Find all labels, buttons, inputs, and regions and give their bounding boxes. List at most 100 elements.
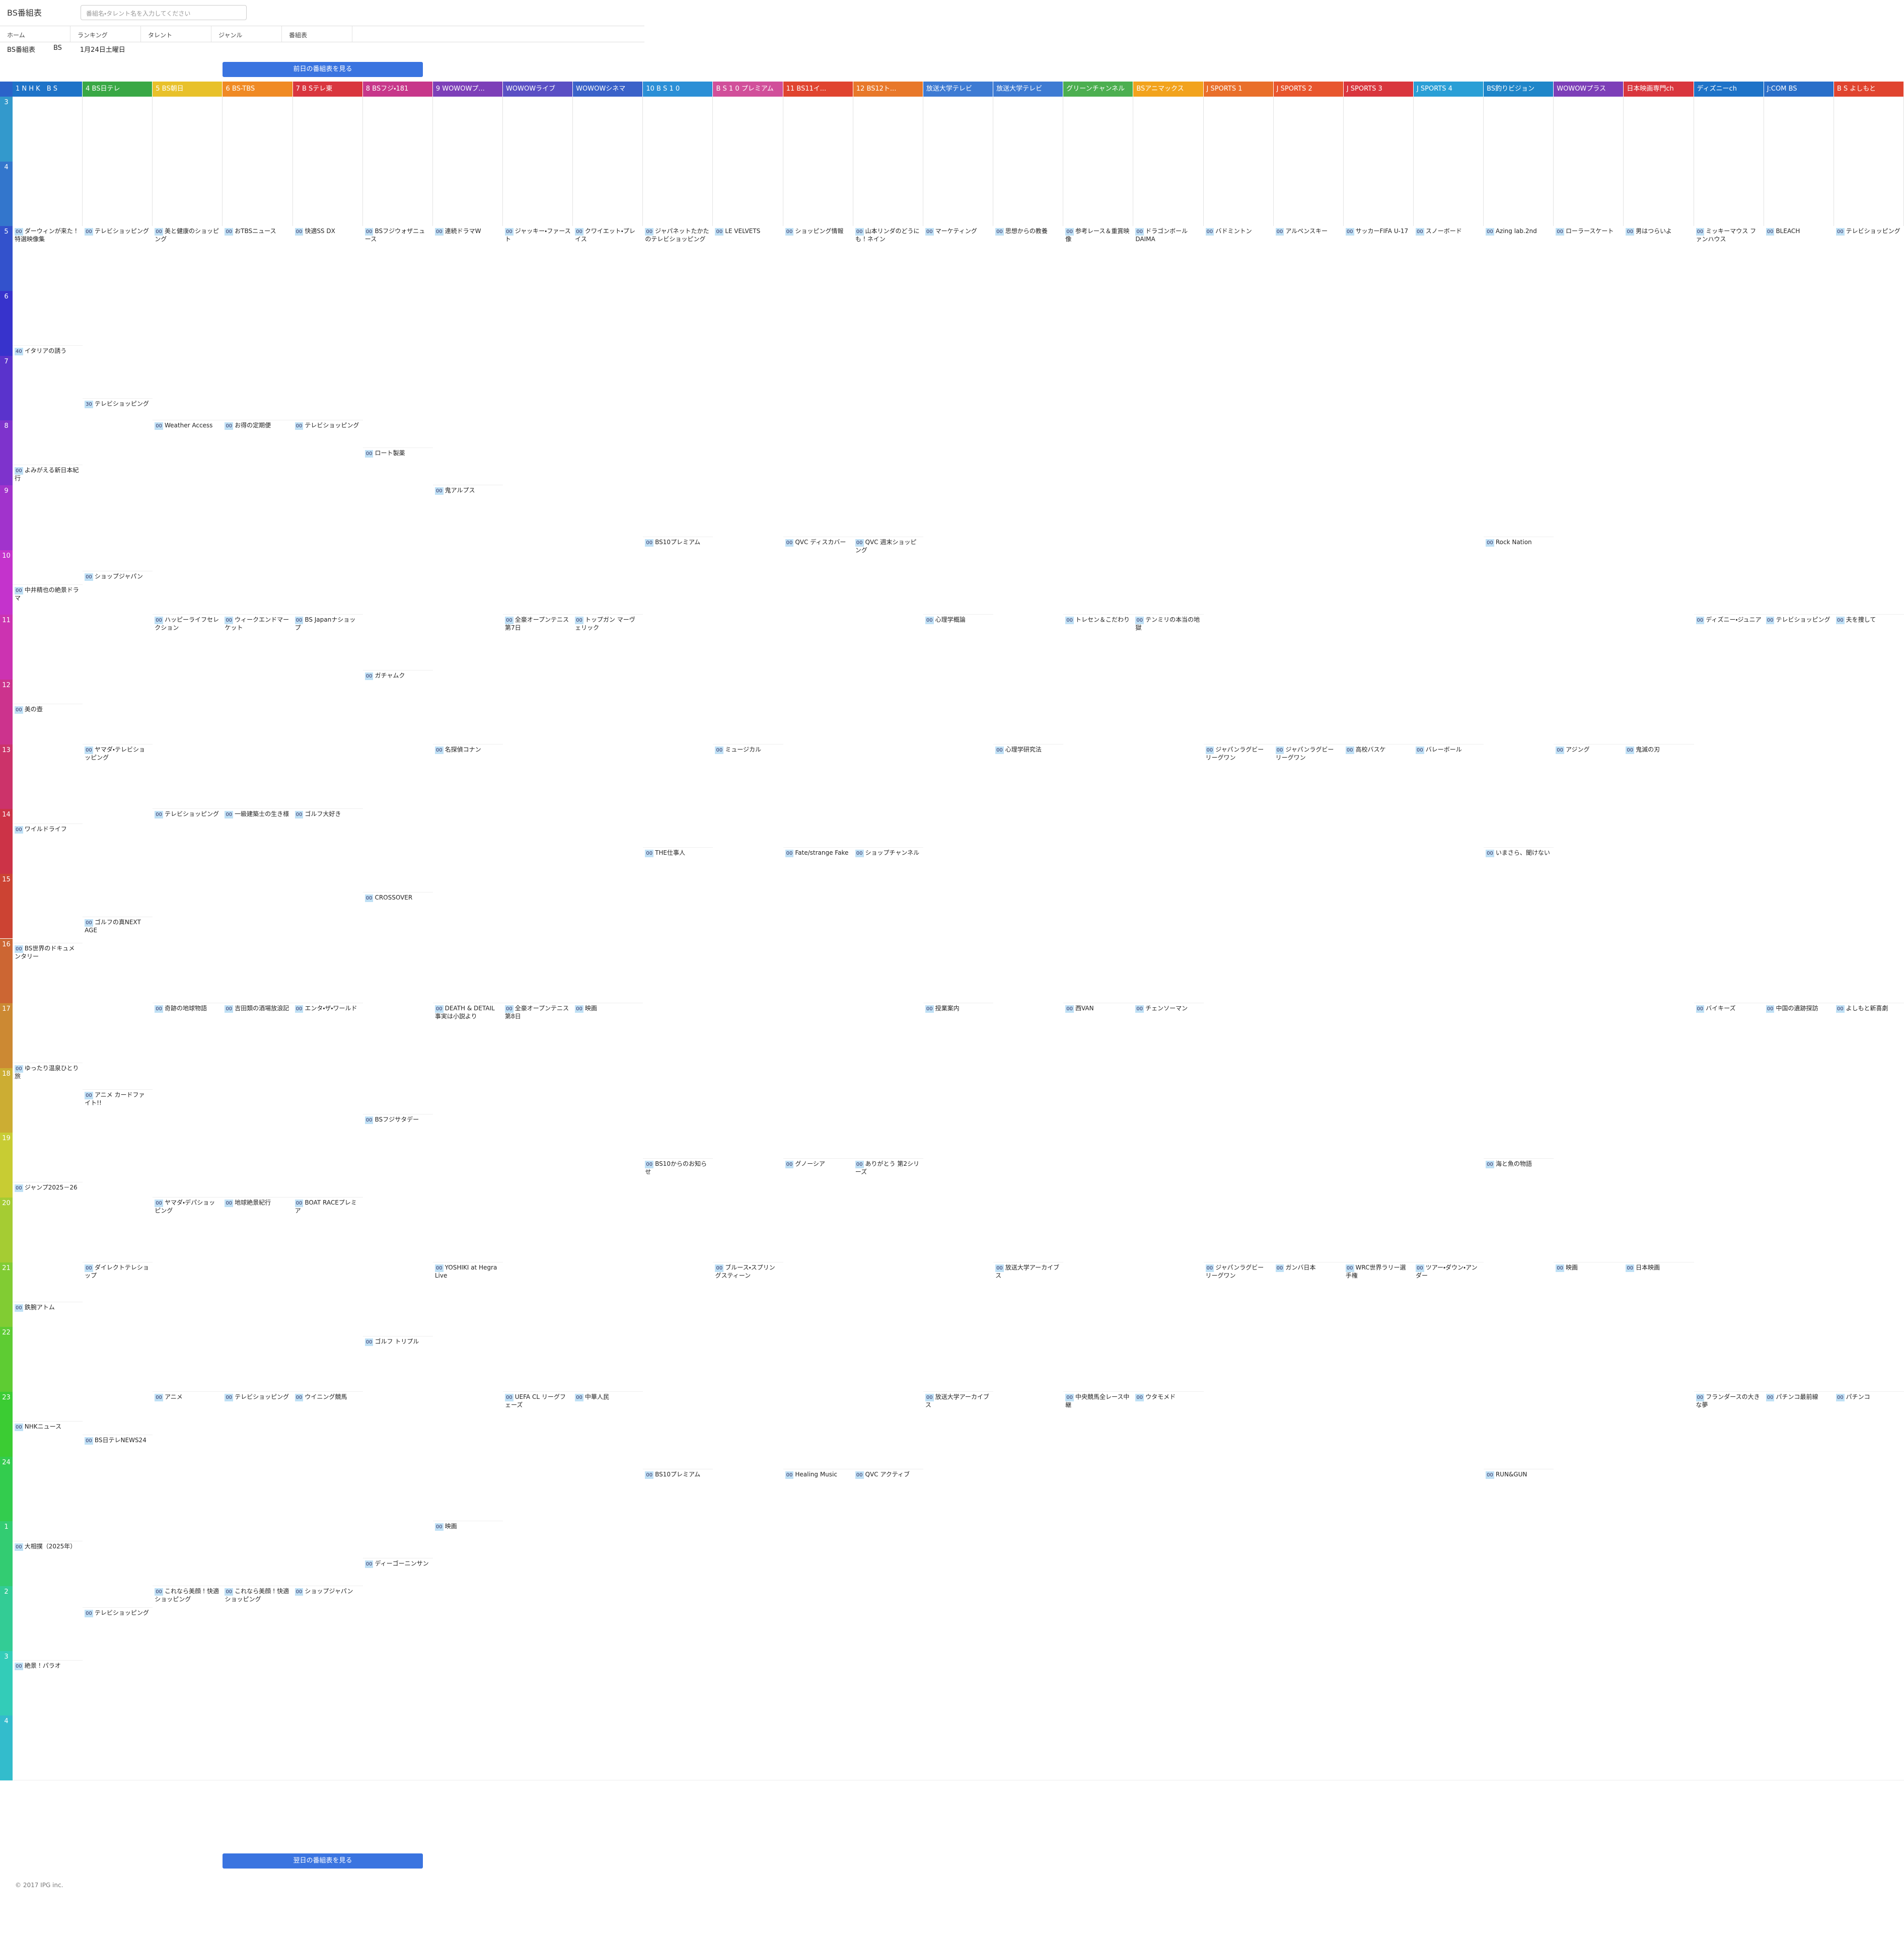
program[interactable]: 00 ミュージカル bbox=[713, 744, 783, 1262]
program[interactable]: 00 UEFA CL リーグフェーズ bbox=[503, 1392, 573, 1780]
program[interactable]: 00 Rock Nation bbox=[1484, 537, 1554, 848]
program[interactable]: 00 ショップジャパン bbox=[292, 1586, 363, 1780]
channel-name[interactable]: WOWOWシネマ bbox=[573, 82, 643, 97]
program[interactable]: 00 ディズニー・ジュニア bbox=[1694, 615, 1764, 1004]
channel-name[interactable]: 6 BS-TBS bbox=[223, 82, 293, 97]
program[interactable]: 00 ジャンプ2025－26 bbox=[13, 1182, 83, 1302]
program[interactable]: 00 BOAT RACEプレミア bbox=[292, 1198, 363, 1392]
program[interactable]: 00 ゆったり温泉ひとり旅 bbox=[13, 1063, 83, 1183]
program[interactable]: 00 男はつらいよ bbox=[1624, 226, 1694, 744]
nav-item[interactable]: ランキング bbox=[70, 26, 141, 42]
program[interactable]: 00 中華人民 bbox=[573, 1392, 643, 1780]
channel-name[interactable]: J:COM BS bbox=[1764, 82, 1834, 97]
program[interactable]: 00 トップガン マーヴェリック bbox=[573, 615, 643, 1004]
program[interactable]: 00 ジャパネットたかたのテレビショッピング bbox=[643, 226, 713, 537]
program[interactable]: 00 地球絶景紀行 bbox=[223, 1198, 293, 1392]
program[interactable]: 00 山本リンダのどうにも！ネイン bbox=[853, 226, 923, 537]
program[interactable]: 00 美の壺 bbox=[13, 704, 83, 824]
program[interactable]: 00 映画 bbox=[1554, 1262, 1624, 1780]
selector[interactable]: BS番組表 bbox=[7, 46, 35, 54]
program[interactable]: 00 鬼滅の刃 bbox=[1624, 744, 1694, 1262]
channel-name[interactable]: ディズニーch bbox=[1694, 82, 1764, 97]
program[interactable]: 00 いまさら、聞けない bbox=[1484, 848, 1554, 1159]
nav-item[interactable]: ジャンル bbox=[211, 26, 282, 42]
program[interactable]: 00 アニメ bbox=[153, 1392, 223, 1587]
program[interactable]: 00 トレセン＆こだわり bbox=[1063, 615, 1134, 1004]
program[interactable]: 00 YOSHIKI at Hegra Live bbox=[432, 1262, 503, 1522]
program[interactable]: 00 フランダースの大きな夢 bbox=[1694, 1392, 1764, 1780]
program[interactable]: 00 Azing lab.2nd bbox=[1484, 226, 1554, 537]
program[interactable]: 00 おTBSニュース bbox=[223, 226, 293, 421]
program[interactable]: 00 ショッピング情報 bbox=[783, 226, 853, 537]
program[interactable]: 00 鉄腕アトム bbox=[13, 1302, 83, 1422]
program[interactable]: 00 奇跡の地球物語 bbox=[153, 1003, 223, 1198]
program[interactable]: 00 サッカーFIFA U-17 bbox=[1343, 226, 1414, 744]
program[interactable]: 00 マーケティング bbox=[923, 226, 994, 615]
program[interactable]: 00 バドミントン bbox=[1203, 226, 1274, 744]
channel-name[interactable]: 1 N H K B S bbox=[13, 82, 83, 97]
program[interactable]: 00 クワイエット・プレイス bbox=[573, 226, 643, 615]
channel-name[interactable]: 日本映画専門ch bbox=[1624, 82, 1694, 97]
program[interactable]: 00 BS Japanナショップ bbox=[292, 615, 363, 809]
program[interactable]: 00 Weather Access bbox=[153, 420, 223, 615]
program[interactable]: 00 ゴルフ トリプル bbox=[362, 1336, 433, 1558]
program[interactable]: 00 よしもと新喜劇 bbox=[1834, 1003, 1904, 1392]
program[interactable]: 00 ドラゴンボール DAIMA bbox=[1133, 226, 1204, 615]
program[interactable]: 00 よみがえる新日本紀行 bbox=[13, 465, 83, 585]
program[interactable]: 00 テレビショッピング bbox=[83, 226, 153, 399]
channel-name[interactable]: WOWOWライブ bbox=[503, 82, 573, 97]
program[interactable]: 00 アジング bbox=[1554, 744, 1624, 1262]
program[interactable]: 00 中井精也の絶景ドラマ bbox=[13, 584, 83, 705]
channel-name[interactable]: 9 WOWOWプ... bbox=[432, 82, 503, 97]
program[interactable]: 00 テンミリの本当の地獄 bbox=[1133, 615, 1204, 1004]
program[interactable]: 00 ガンバ日本 bbox=[1273, 1262, 1344, 1780]
program[interactable]: 00 中国の遺跡探訪 bbox=[1764, 1003, 1834, 1392]
program[interactable]: 00 チェンソーマン bbox=[1133, 1003, 1204, 1392]
channel-name[interactable]: J SPORTS 4 bbox=[1413, 82, 1484, 97]
program[interactable]: 00 CROSSOVER bbox=[362, 892, 433, 1114]
program[interactable]: 00 ウィークエンドマーケット bbox=[223, 615, 293, 809]
program[interactable]: 00 BS10からのお知らせ bbox=[643, 1158, 713, 1470]
channel-name[interactable]: BS釣りビジョン bbox=[1484, 82, 1554, 97]
program[interactable]: 00 吉田類の酒場放浪記 bbox=[223, 1003, 293, 1198]
program[interactable]: 00 海と魚の物語 bbox=[1484, 1158, 1554, 1470]
program[interactable]: 00 テレビショッピング bbox=[292, 420, 363, 615]
channel-name[interactable]: B S よしもと bbox=[1834, 82, 1904, 97]
program[interactable]: 00 ゴルフの真NEXT AGE bbox=[83, 917, 153, 1090]
program[interactable]: 00 お得の定期便 bbox=[223, 420, 293, 615]
program[interactable]: 00 これなら美顔！快適ショッピング bbox=[153, 1586, 223, 1780]
program[interactable]: 00 ショップジャパン bbox=[83, 571, 153, 744]
program[interactable]: 00 ワイルドライフ bbox=[13, 824, 83, 944]
program[interactable]: 00 大相撲（2025年） bbox=[13, 1541, 83, 1661]
program[interactable]: 00 ローラースケート bbox=[1554, 226, 1624, 744]
program[interactable]: 00 ウイニング競馬 bbox=[292, 1392, 363, 1587]
program[interactable]: 00 心理学概論 bbox=[923, 615, 994, 1004]
program[interactable]: 00 映画 bbox=[432, 1521, 503, 1780]
search-box[interactable]: 番組名・タレント名を入力してください bbox=[81, 5, 247, 20]
program[interactable]: 00 西VAN bbox=[1063, 1003, 1134, 1392]
program[interactable]: 00 BS日テレNEWS24 bbox=[83, 1435, 153, 1608]
program[interactable]: 00 ガチャムク bbox=[362, 670, 433, 892]
program[interactable]: 30 テレビショッピング bbox=[83, 399, 153, 572]
program[interactable]: 00 ミッキーマウス ファンハウス bbox=[1694, 226, 1764, 615]
program[interactable]: 00 ウタモメド bbox=[1133, 1392, 1204, 1780]
program[interactable]: 00 アニメ カードファイト!! bbox=[83, 1089, 153, 1262]
program[interactable]: 40 イタリアの誘う bbox=[13, 345, 83, 466]
program[interactable]: 00 スノーボード bbox=[1413, 226, 1484, 744]
program[interactable]: 00 ダーウィンが来た！特選映像集 bbox=[13, 226, 83, 346]
program[interactable]: 00 Healing Music bbox=[783, 1469, 853, 1780]
program[interactable]: 00 テレビショッピング bbox=[153, 809, 223, 1004]
program[interactable]: 00 アルペンスキー bbox=[1273, 226, 1344, 744]
program[interactable]: 00 日本映画 bbox=[1624, 1262, 1694, 1780]
program[interactable]: 00 高校バスケ bbox=[1343, 744, 1414, 1262]
channel-name[interactable]: 放送大学テレビ bbox=[923, 82, 994, 97]
channel-name[interactable]: BSアニマックス bbox=[1133, 82, 1204, 97]
channel-name[interactable]: 放送大学テレビ bbox=[993, 82, 1064, 97]
logo[interactable]: BS番組表 bbox=[7, 8, 42, 18]
program[interactable]: 00 ジャパンラグビー リーグワン bbox=[1203, 744, 1274, 1262]
program[interactable]: 00 ゴルフ大好き bbox=[292, 809, 363, 1004]
channel-name[interactable]: J SPORTS 1 bbox=[1203, 82, 1274, 97]
program[interactable]: 00 ツアー・ダウン・アンダー bbox=[1413, 1262, 1484, 1780]
program[interactable]: 00 美と健康のショッピング bbox=[153, 226, 223, 421]
program[interactable]: 00 Fate/strange Fake bbox=[783, 848, 853, 1159]
